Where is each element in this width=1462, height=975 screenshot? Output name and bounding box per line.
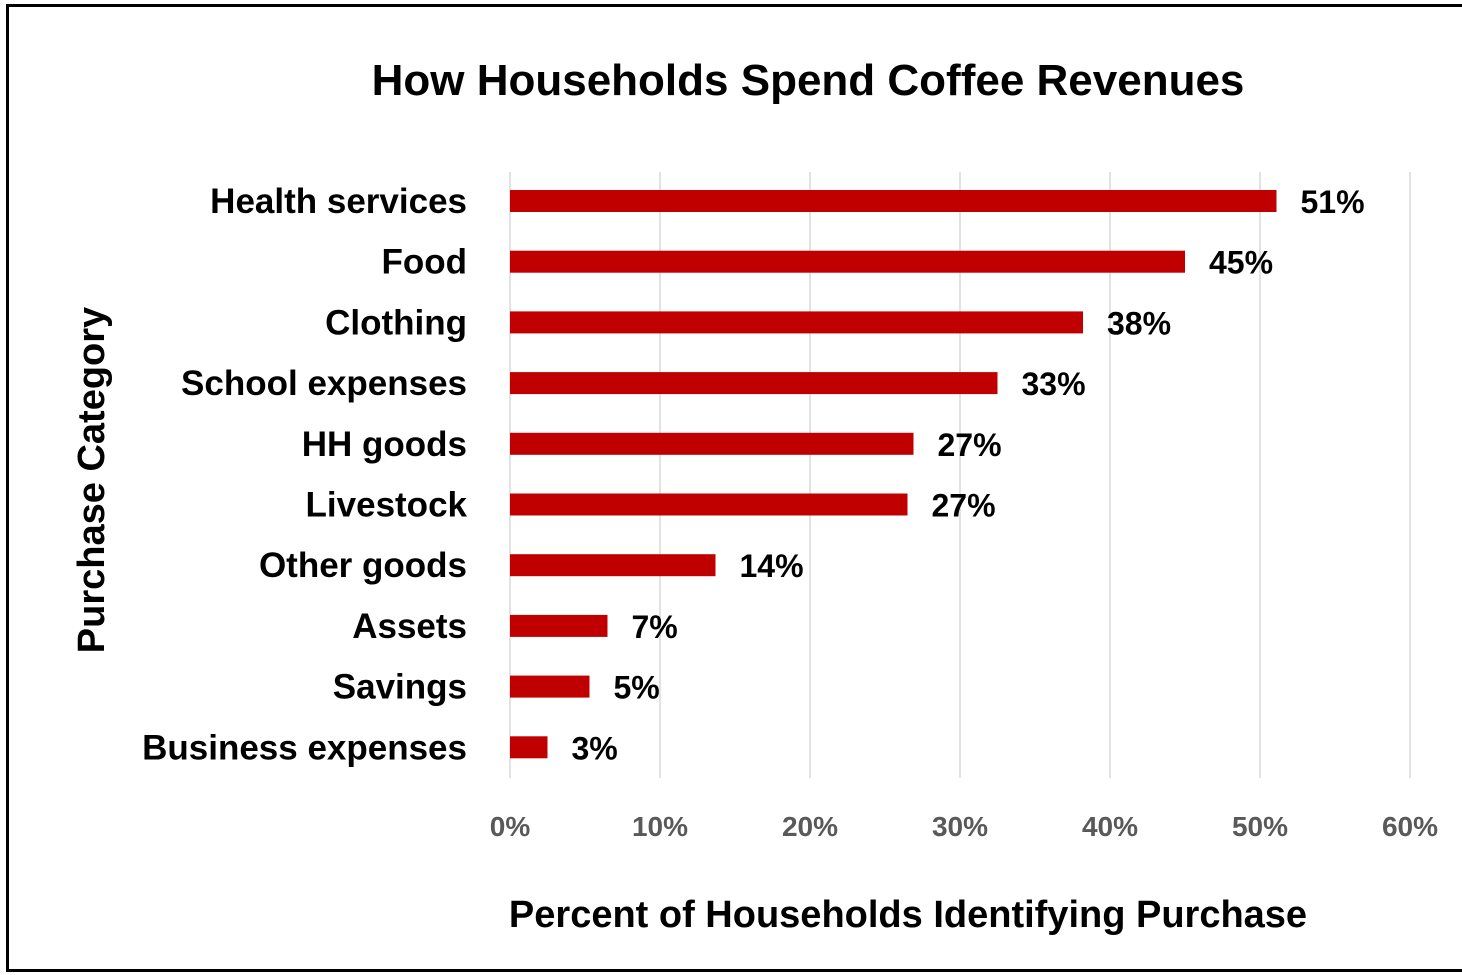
- category-label: Health services: [210, 182, 467, 221]
- x-axis-ticks: 0% 10% 20% 30% 40% 50% 60%: [490, 811, 1438, 842]
- category-label: Clothing: [325, 303, 467, 342]
- value-labels: 51% 45% 38% 33% 27% 27% 14% 7% 5% 3%: [572, 184, 1365, 766]
- chart-frame: [6, 4, 1462, 972]
- category-label: Food: [381, 243, 467, 282]
- x-tick-label: 40%: [1082, 811, 1138, 842]
- data-label: 7%: [632, 609, 678, 645]
- x-tick-label: 0%: [490, 811, 531, 842]
- category-label: HH goods: [302, 425, 467, 464]
- chart-title: How Households Spend Coffee Revenues: [372, 56, 1245, 105]
- category-label: Savings: [333, 668, 467, 707]
- data-label: 27%: [938, 427, 1002, 463]
- data-label: 45%: [1209, 245, 1273, 281]
- y-axis-title: Purchase Category: [71, 307, 113, 653]
- data-label: 51%: [1301, 184, 1365, 220]
- data-label: 14%: [740, 548, 804, 584]
- x-tick-label: 60%: [1382, 811, 1438, 842]
- bar: [510, 493, 908, 516]
- data-label: 33%: [1022, 366, 1086, 402]
- data-label: 3%: [572, 730, 618, 766]
- category-label: School expenses: [181, 364, 467, 403]
- bar: [510, 554, 716, 577]
- bar: [510, 736, 548, 759]
- bar: [510, 614, 608, 637]
- gridlines: [509, 172, 1411, 778]
- bar: [510, 432, 914, 455]
- data-label: 27%: [932, 488, 996, 524]
- bars: [510, 190, 1277, 759]
- category-labels: Health services Food Clothing School expens…: [142, 182, 467, 767]
- bar: [510, 372, 998, 395]
- x-tick-label: 10%: [632, 811, 688, 842]
- bar: [510, 311, 1083, 334]
- category-label: Livestock: [306, 486, 468, 525]
- bar: [510, 250, 1185, 273]
- x-tick-label: 20%: [782, 811, 838, 842]
- x-tick-label: 30%: [932, 811, 988, 842]
- category-label: Assets: [352, 607, 467, 646]
- data-label: 5%: [614, 670, 660, 706]
- data-label: 38%: [1107, 305, 1171, 341]
- x-tick-label: 50%: [1232, 811, 1288, 842]
- bar: [510, 675, 590, 698]
- category-label: Other goods: [259, 546, 467, 585]
- bar: [510, 190, 1277, 212]
- x-axis-title: Percent of Households Identifying Purcha…: [509, 894, 1307, 936]
- category-label: Business expenses: [142, 728, 467, 767]
